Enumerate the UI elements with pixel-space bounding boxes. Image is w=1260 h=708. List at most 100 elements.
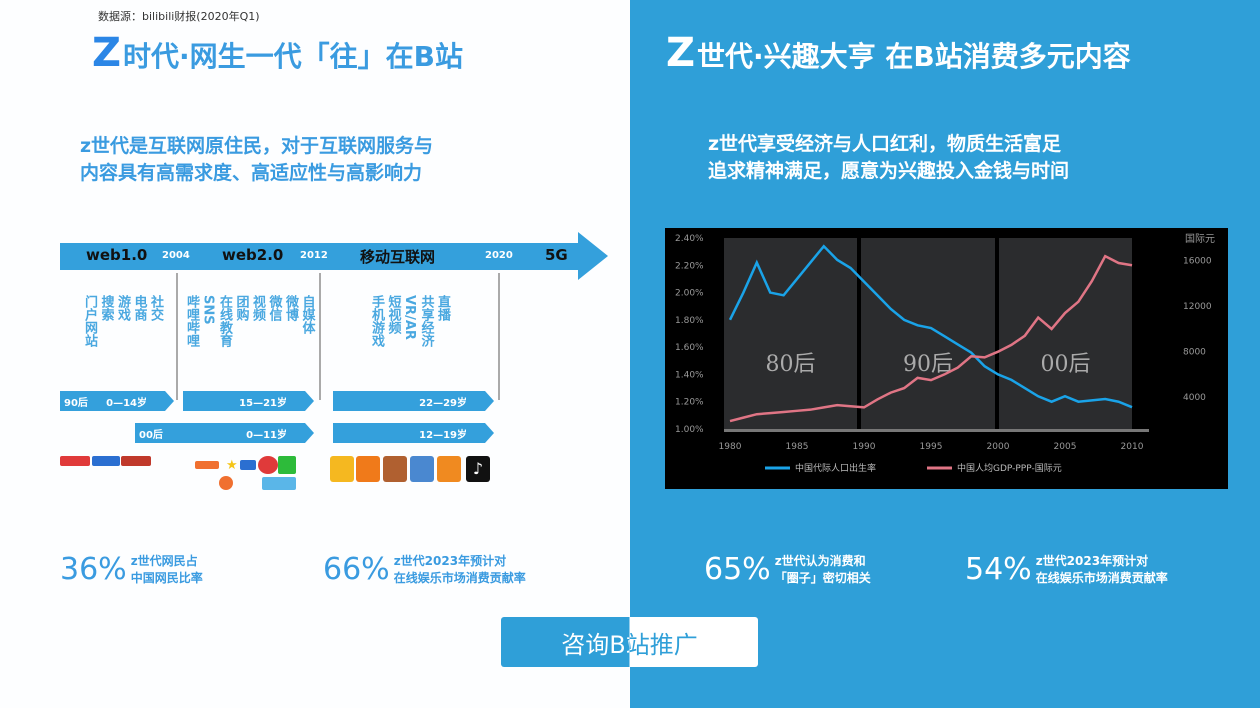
divider (319, 273, 321, 400)
education-logo (240, 460, 256, 470)
era-web1: web1.0 (86, 246, 148, 264)
tech-item: 短视频 (385, 295, 401, 334)
age-range: 15—21岁 (239, 397, 287, 409)
game-logo (121, 456, 151, 466)
subtitle-line: 内容具有高需求度、高适应性与高影响力 (80, 162, 423, 184)
gen90-bar-3: 22—29岁 (333, 391, 494, 411)
tech-item: 微信 (266, 295, 282, 321)
y-right-tick: 4000 (1183, 393, 1206, 403)
x-tick: 1985 (786, 442, 809, 452)
x-tick: 2005 (1054, 442, 1077, 452)
app-icon (356, 456, 380, 482)
tech-item: SNS (200, 295, 216, 325)
tech-item: 视频 (250, 295, 265, 321)
y-left-tick: 2.20% (675, 261, 704, 271)
legend-label: 中国人均GDP-PPP-国际元 (957, 462, 1062, 474)
subtitle-line: z世代享受经济与人口红利，物质生活富足 (708, 133, 1062, 155)
x-tick: 1990 (853, 442, 876, 452)
left-title: Z时代·网生一代「往」在B站 (92, 30, 463, 76)
left-panel (0, 0, 630, 708)
stat-text: z世代认为消费和 (774, 553, 866, 568)
stat-item: 54% z世代2023年预计对在线娱乐市场消费贡献率 (965, 552, 1168, 587)
consult-bilibili-promotion-button[interactable]: 咨询B站推广 (501, 617, 758, 667)
tech-item: 搜索 (98, 295, 114, 321)
era-mobile: 移动互联网 (360, 248, 436, 266)
stat-item: 36% z世代网民占 中国网民比率 (60, 552, 203, 587)
x-tick: 2010 (1121, 442, 1144, 452)
divider (498, 273, 500, 400)
series-line-1 (728, 244, 1133, 409)
gen-label: 90后 (64, 397, 88, 409)
stat-percent: 54% (965, 552, 1032, 587)
stat-text: 在线娱乐市场消费贡献率 (393, 570, 526, 585)
group-buy-logo (195, 461, 219, 469)
y-left-tick: 1.20% (675, 398, 704, 408)
stat-percent: 36% (60, 552, 127, 587)
gen90-bar-2: 15—21岁 (183, 391, 314, 411)
legend-label: 中国代际人口出生率 (795, 462, 876, 474)
era-band (861, 238, 995, 429)
gen90-bar-1: 90后 0—14岁 (60, 391, 174, 411)
game-app-icon (330, 456, 354, 482)
game-app-icon (410, 456, 434, 482)
subtitle-line: z世代是互联网原住民，对于互联网服务与 (80, 135, 434, 157)
search-logo (92, 456, 120, 466)
stat-text: 中国网民比率 (130, 570, 203, 585)
y-left-tick: 1.80% (675, 316, 704, 326)
y-left-tick: 1.40% (675, 370, 704, 380)
tech-item: 门户网站 (82, 295, 97, 347)
age-range: 12—19岁 (419, 429, 467, 441)
stat-text: 在线娱乐市场消费贡献率 (1035, 570, 1168, 585)
tech-item: 哔哩哔哩 (184, 295, 199, 347)
year-label: 2004 (162, 250, 190, 261)
divider (176, 273, 178, 400)
title-text: 时代·网生一代「往」在B站 (123, 40, 463, 73)
y-left-tick: 1.00% (675, 425, 704, 435)
tech-item: 游戏 (115, 295, 130, 321)
y-left-tick: 2.40% (675, 234, 704, 244)
era-web2: web2.0 (222, 246, 284, 264)
x-axis (724, 429, 1149, 432)
stat-text: 「圈子」密切相关 (774, 570, 871, 585)
x-tick: 1995 (920, 442, 943, 452)
era-band-label: 80后 (766, 352, 816, 377)
stat-percent: 65% (704, 552, 771, 587)
gen00-bar-2: 12—19岁 (333, 423, 494, 443)
tech-item: VR/AR (402, 295, 417, 340)
title-z: Z (92, 30, 122, 76)
app-icon (437, 456, 461, 482)
age-range: 22—29岁 (419, 397, 467, 409)
y-right-label: 国际元 (1185, 233, 1215, 245)
year-label: 2020 (485, 250, 513, 261)
y-left-tick: 1.60% (675, 343, 704, 353)
tiktok-icon: ♪ (466, 456, 490, 482)
tech-item: 手机游戏 (369, 295, 384, 347)
stat-text: z世代2023年预计对 (1035, 553, 1149, 568)
stat-item: 65% z世代认为消费和 「圈子」密切相关 (704, 552, 871, 587)
left-subtitle: z世代是互联网原住民，对于互联网服务与 内容具有高需求度、高适应性与高影响力 (80, 133, 433, 187)
gen-label: 00后 (139, 429, 163, 441)
era-band (724, 238, 857, 429)
tech-item: 在线教育 (217, 295, 232, 347)
age-range: 0—14岁 (106, 397, 147, 409)
era-5g: 5G (545, 246, 568, 264)
data-source: 数据源：bilibili财报(2020年Q1) (98, 10, 260, 23)
y-right-tick: 12000 (1183, 302, 1212, 312)
stat-item: 66% z世代2023年预计对在线娱乐市场消费贡献率 (323, 552, 526, 587)
era-band-label: 90后 (903, 352, 953, 377)
year-label: 2012 (300, 250, 328, 261)
timeline-arrow (60, 243, 580, 270)
tech-item: 自媒体 (299, 295, 315, 334)
stat-text: z世代网民占 (130, 553, 198, 568)
age-range: 0—11岁 (246, 429, 287, 441)
title-z: Z (666, 30, 696, 76)
gen00-bar-1: 00后 0—11岁 (135, 423, 314, 443)
title-text: 世代·兴趣大亨 在B站消费多元内容 (697, 40, 1131, 73)
right-title: Z世代·兴趣大亨 在B站消费多元内容 (666, 30, 1131, 76)
game-app-icon (383, 456, 407, 482)
y-right-tick: 16000 (1183, 257, 1212, 267)
stat-text: z世代2023年预计对 (393, 553, 507, 568)
tech-item: 团购 (233, 295, 249, 321)
stat-percent: 66% (323, 552, 390, 587)
button-label: 咨询B站推广 (501, 625, 758, 660)
